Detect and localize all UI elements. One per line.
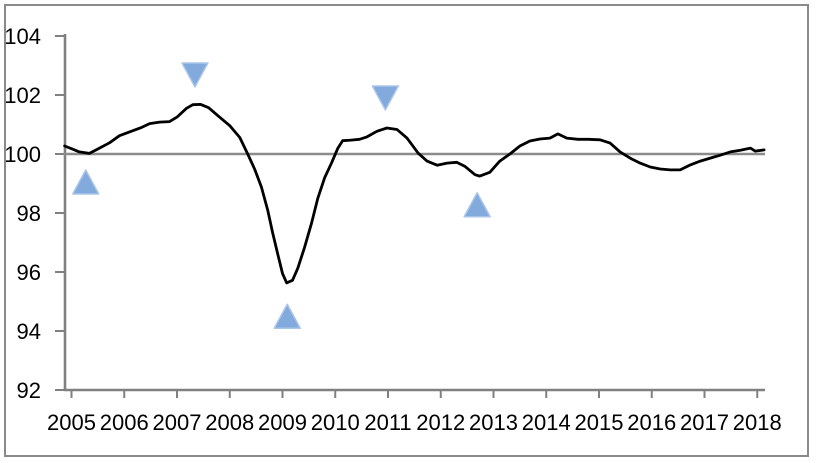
- x-tick-label-2010: 2010: [311, 410, 360, 435]
- x-tick-label-2018: 2018: [733, 410, 782, 435]
- x-tick-label-2008: 2008: [205, 410, 254, 435]
- x-tick-label-2005: 2005: [47, 410, 96, 435]
- x-tick-label-2012: 2012: [416, 410, 465, 435]
- y-tick-label-100: 100: [4, 142, 41, 167]
- x-tick-label-2011: 2011: [364, 410, 411, 435]
- trough-up-marker-2005: [71, 169, 100, 195]
- y-axis-labels: 92 94 96 98 100 102 104: [4, 24, 41, 403]
- x-axis-labels: 2005 2006 2007 2008 2009 2010 2011 2012 2013 2014…: [47, 410, 782, 435]
- x-tick-label-2009: 2009: [258, 410, 307, 435]
- x-axis-ticks: [70, 390, 759, 398]
- trough-up-marker-2013: [463, 191, 491, 218]
- x-tick-label-2016: 2016: [627, 410, 676, 435]
- y-tick-label-104: 104: [4, 24, 41, 49]
- x-tick-label-2013: 2013: [469, 410, 518, 435]
- y-tick-label-94: 94: [17, 319, 41, 344]
- chart-frame-border: [4, 4, 809, 457]
- turning-point-markers: [71, 62, 491, 329]
- y-tick-label-102: 102: [4, 83, 41, 108]
- composite-index-line: [63, 103, 766, 285]
- y-tick-label-96: 96: [17, 260, 41, 285]
- x-tick-label-2017: 2017: [680, 410, 729, 435]
- y-axis-ticks: [55, 35, 64, 391]
- x-tick-label-2007: 2007: [153, 410, 202, 435]
- trough-up-marker-2009: [273, 303, 301, 329]
- x-tick-label-2015: 2015: [575, 410, 624, 435]
- peak-down-marker-2007: [181, 62, 209, 88]
- peak-down-marker-2011: [371, 85, 400, 111]
- y-tick-label-98: 98: [17, 201, 41, 226]
- y-tick-label-92: 92: [17, 378, 41, 403]
- x-tick-label-2014: 2014: [522, 410, 571, 435]
- x-tick-label-2006: 2006: [100, 410, 149, 435]
